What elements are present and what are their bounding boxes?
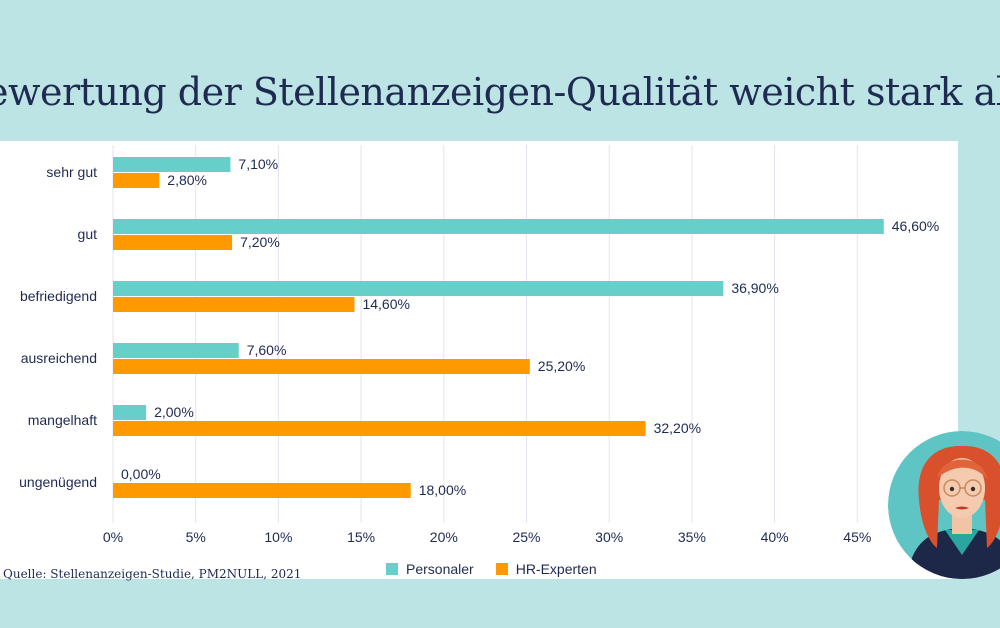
data-label: 25,20% [538, 358, 585, 374]
data-label: 46,60% [892, 218, 939, 234]
legend-item-hr-experten: HR-Experten [495, 561, 597, 577]
bar-hr-experten [113, 359, 530, 374]
category-label: sehr gut [46, 164, 97, 180]
category-label: gut [78, 226, 98, 242]
legend-label-personaler: Personaler [406, 561, 474, 577]
data-label: 14,60% [362, 296, 409, 312]
legend-item-personaler: Personaler [386, 561, 474, 577]
x-tick-label: 20% [430, 529, 458, 545]
bar-hr-experten [113, 173, 160, 188]
x-tick-label: 40% [761, 529, 789, 545]
x-tick-label: 5% [186, 529, 206, 545]
source-note: Quelle: Stellenanzeigen-Studie, PM2NULL,… [3, 567, 302, 581]
bar-hr-experten [113, 297, 355, 312]
data-label: 2,00% [154, 404, 194, 420]
bar-chart: 0% 5% 10% 15% 20% 25% 30% 35% 40% 45% sehr gut 7,10… [19, 145, 939, 545]
data-label: 7,10% [238, 156, 278, 172]
x-tick-label: 45% [843, 529, 871, 545]
category-label: befriedigend [20, 288, 97, 304]
category-label: mangelhaft [28, 412, 97, 428]
bar-hr-experten [113, 421, 646, 436]
bar-personaler [113, 281, 724, 296]
data-label: 2,80% [167, 172, 207, 188]
x-tick-label: 0% [103, 529, 123, 545]
bar-hr-experten [113, 235, 233, 250]
data-label: 32,20% [654, 420, 701, 436]
data-label: 7,20% [240, 234, 280, 250]
bar-personaler [113, 219, 884, 234]
data-label: 18,00% [419, 482, 466, 498]
x-tick-label: 30% [595, 529, 623, 545]
page-title: ewertung der Stellenanzeigen-Qualität we… [0, 70, 1000, 114]
data-label: 0,00% [121, 466, 161, 482]
chart-legend: Personaler HR-Experten [386, 561, 597, 577]
legend-label-hr-experten: HR-Experten [515, 561, 597, 577]
bar-hr-experten [113, 483, 411, 498]
x-tick-label: 35% [678, 529, 706, 545]
chart-panel: 0% 5% 10% 15% 20% 25% 30% 35% 40% 45% sehr gut 7,10… [0, 141, 958, 579]
category-label: ungenügend [19, 474, 97, 490]
data-label: 36,90% [731, 280, 778, 296]
legend-swatch-hr-experten [495, 563, 508, 575]
x-tick-label: 15% [347, 529, 375, 545]
bar-personaler [113, 343, 239, 358]
data-label: 7,60% [247, 342, 287, 358]
woman-with-glasses-avatar [888, 431, 1000, 579]
x-tick-label: 10% [264, 529, 292, 545]
bar-personaler [113, 405, 147, 420]
bar-personaler [113, 157, 231, 172]
legend-swatch-personaler [386, 563, 398, 575]
x-tick-label: 25% [512, 529, 540, 545]
category-label: ausreichend [21, 350, 97, 366]
